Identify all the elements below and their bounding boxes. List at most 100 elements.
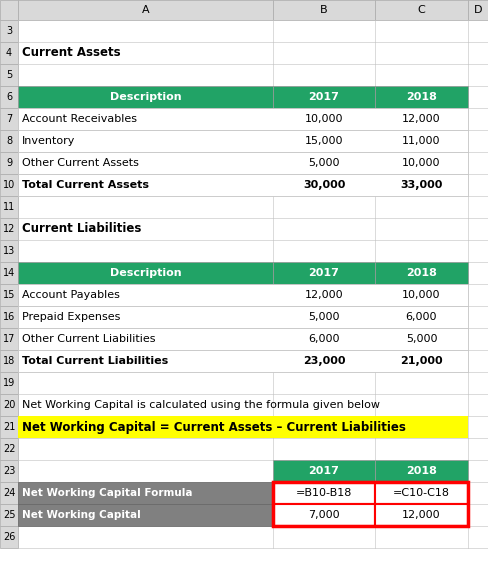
Text: 26: 26	[3, 532, 15, 542]
Bar	[18, 240, 488, 262]
Bar	[18, 262, 488, 284]
Text: 2017: 2017	[308, 466, 340, 476]
Bar	[18, 372, 488, 394]
Bar	[0, 526, 18, 548]
Text: 12,000: 12,000	[402, 114, 441, 124]
Bar	[18, 504, 488, 526]
Text: Description: Description	[110, 268, 182, 278]
Bar	[18, 504, 273, 526]
Bar	[0, 218, 18, 240]
Text: B: B	[320, 5, 328, 15]
Text: 25: 25	[3, 510, 15, 520]
Bar	[18, 482, 273, 504]
Text: 9: 9	[6, 158, 12, 168]
Text: Net Working Capital: Net Working Capital	[22, 510, 141, 520]
Text: 12: 12	[3, 224, 15, 234]
Text: 6: 6	[6, 92, 12, 102]
Text: 4: 4	[6, 48, 12, 58]
Text: Current Assets: Current Assets	[22, 47, 121, 59]
Bar	[0, 64, 18, 86]
Bar	[375, 86, 468, 108]
Text: 5,000: 5,000	[308, 312, 340, 322]
Bar	[18, 130, 488, 152]
Bar	[18, 482, 488, 504]
Bar	[0, 306, 18, 328]
Bar	[18, 218, 488, 240]
Bar	[468, 0, 488, 20]
Text: 10,000: 10,000	[402, 158, 441, 168]
Bar	[375, 460, 468, 482]
Text: 2017: 2017	[308, 268, 340, 278]
Text: 30,000: 30,000	[303, 180, 345, 190]
Bar	[18, 262, 273, 284]
Bar	[18, 86, 273, 108]
Text: 15,000: 15,000	[305, 136, 343, 146]
Bar	[18, 42, 488, 64]
Text: 23: 23	[3, 466, 15, 476]
Bar	[0, 174, 18, 196]
Text: 11,000: 11,000	[402, 136, 441, 146]
Bar	[18, 152, 468, 174]
Text: 17: 17	[3, 334, 15, 344]
Text: 5,000: 5,000	[308, 158, 340, 168]
Text: 7,000: 7,000	[308, 510, 340, 520]
Text: =C10-C18: =C10-C18	[393, 488, 450, 498]
Text: Current Liabilities: Current Liabilities	[22, 222, 142, 235]
Text: 5: 5	[6, 70, 12, 80]
Text: Description: Description	[110, 92, 182, 102]
Bar	[18, 64, 488, 86]
Text: 20: 20	[3, 400, 15, 410]
Text: 21: 21	[3, 422, 15, 432]
Bar	[0, 482, 18, 504]
Bar	[18, 174, 468, 196]
Text: 8: 8	[6, 136, 12, 146]
Bar	[18, 306, 488, 328]
Bar	[0, 86, 18, 108]
Text: 24: 24	[3, 488, 15, 498]
Bar	[0, 460, 18, 482]
Bar	[18, 108, 468, 130]
Bar	[18, 130, 468, 152]
Bar	[0, 108, 18, 130]
Text: 2018: 2018	[406, 466, 437, 476]
Bar	[0, 328, 18, 350]
Text: 21,000: 21,000	[400, 356, 443, 366]
Bar	[18, 174, 488, 196]
Bar	[18, 460, 488, 482]
Text: 10,000: 10,000	[402, 290, 441, 300]
Text: Account Payables: Account Payables	[22, 290, 120, 300]
Bar	[18, 284, 468, 306]
Text: 10,000: 10,000	[305, 114, 343, 124]
Bar	[18, 306, 468, 328]
Text: 23,000: 23,000	[303, 356, 345, 366]
Text: 11: 11	[3, 202, 15, 212]
Bar	[273, 504, 375, 526]
Text: 18: 18	[3, 356, 15, 366]
Bar	[18, 152, 488, 174]
Text: 2017: 2017	[308, 92, 340, 102]
Text: Other Current Liabilities: Other Current Liabilities	[22, 334, 156, 344]
Bar	[273, 482, 468, 526]
Bar	[0, 196, 18, 218]
Bar	[0, 416, 18, 438]
Bar	[18, 438, 488, 460]
Bar	[0, 438, 18, 460]
Bar	[18, 328, 468, 350]
Bar	[18, 0, 273, 20]
Text: 10: 10	[3, 180, 15, 190]
Text: 3: 3	[6, 26, 12, 36]
Bar	[273, 0, 375, 20]
Bar	[0, 394, 18, 416]
Text: Prepaid Expenses: Prepaid Expenses	[22, 312, 121, 322]
Bar	[0, 504, 18, 526]
Bar	[18, 416, 468, 438]
Bar	[18, 328, 488, 350]
Bar	[18, 20, 488, 42]
Text: 14: 14	[3, 268, 15, 278]
Bar	[0, 42, 18, 64]
Bar	[0, 0, 18, 20]
Text: A: A	[142, 5, 149, 15]
Text: Total Current Assets: Total Current Assets	[22, 180, 149, 190]
Bar	[18, 394, 488, 416]
Text: 5,000: 5,000	[406, 334, 437, 344]
